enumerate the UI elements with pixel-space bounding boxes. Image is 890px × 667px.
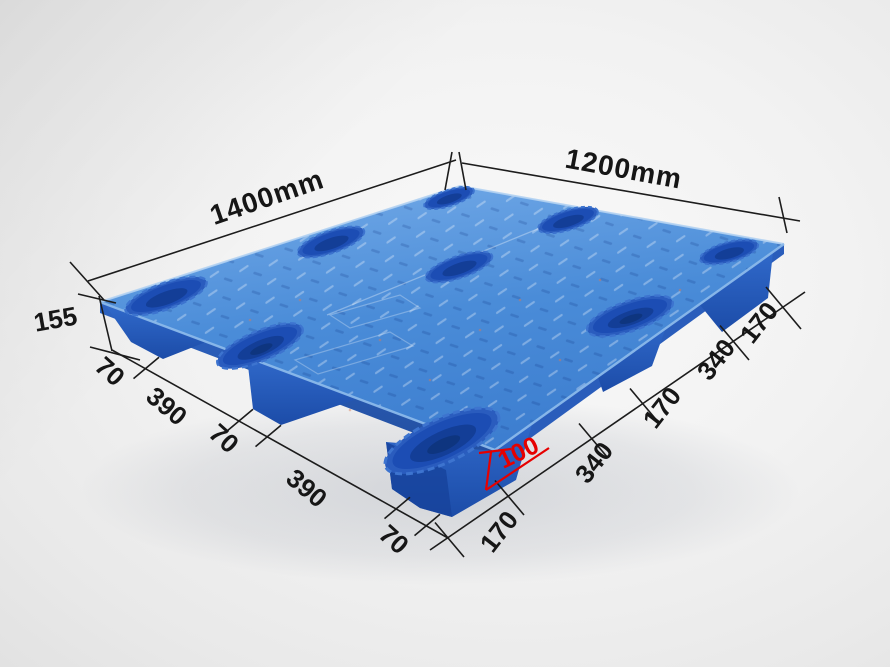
cup-recess — [537, 205, 599, 235]
cup-recess-near-corner — [383, 406, 501, 476]
foot-height-annotation — [478, 447, 550, 491]
deck-speckles — [248, 278, 682, 412]
cup-recess — [423, 185, 475, 211]
dimension-annotations — [69, 151, 806, 558]
pallet-foot-left-mid — [247, 357, 357, 425]
cup-recess — [424, 250, 494, 284]
deck-far-edge-highlight — [99, 184, 785, 303]
dim-line-width-1200 — [458, 151, 801, 234]
dim-label-length: 1400mm — [206, 163, 328, 231]
dim-label-width: 1200mm — [563, 143, 685, 195]
pallet-foot-right-corner — [700, 252, 773, 332]
pallet — [99, 184, 785, 517]
deck-panel-outline-2 — [293, 331, 415, 375]
cup-recess — [585, 294, 675, 338]
dim-line-right-segments — [429, 286, 806, 558]
deck-panel-outline-1 — [328, 294, 422, 329]
pallet-deck-texture — [100, 186, 784, 450]
cup-recess — [216, 322, 304, 370]
dim-line-length-1400 — [69, 151, 457, 301]
cup-recess — [698, 238, 760, 266]
dim-line-height-155 — [77, 293, 141, 361]
dim-label-height: 155 — [31, 301, 79, 338]
deck-cup-recesses — [124, 185, 760, 476]
cup-recess — [124, 275, 208, 317]
cup-recess — [296, 225, 366, 259]
pallet-foot-left-corner — [106, 306, 206, 359]
dim-line-left-segments — [111, 349, 449, 539]
